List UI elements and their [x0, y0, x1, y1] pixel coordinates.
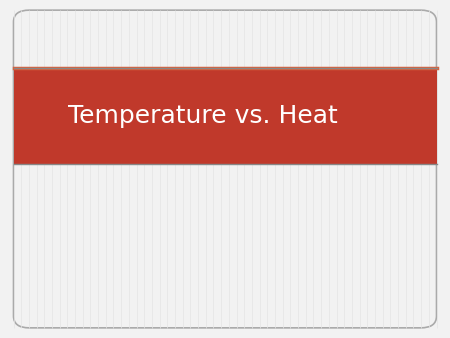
Bar — [14, 68, 436, 164]
Text: Temperature vs. Heat: Temperature vs. Heat — [68, 104, 338, 128]
FancyBboxPatch shape — [14, 10, 436, 328]
